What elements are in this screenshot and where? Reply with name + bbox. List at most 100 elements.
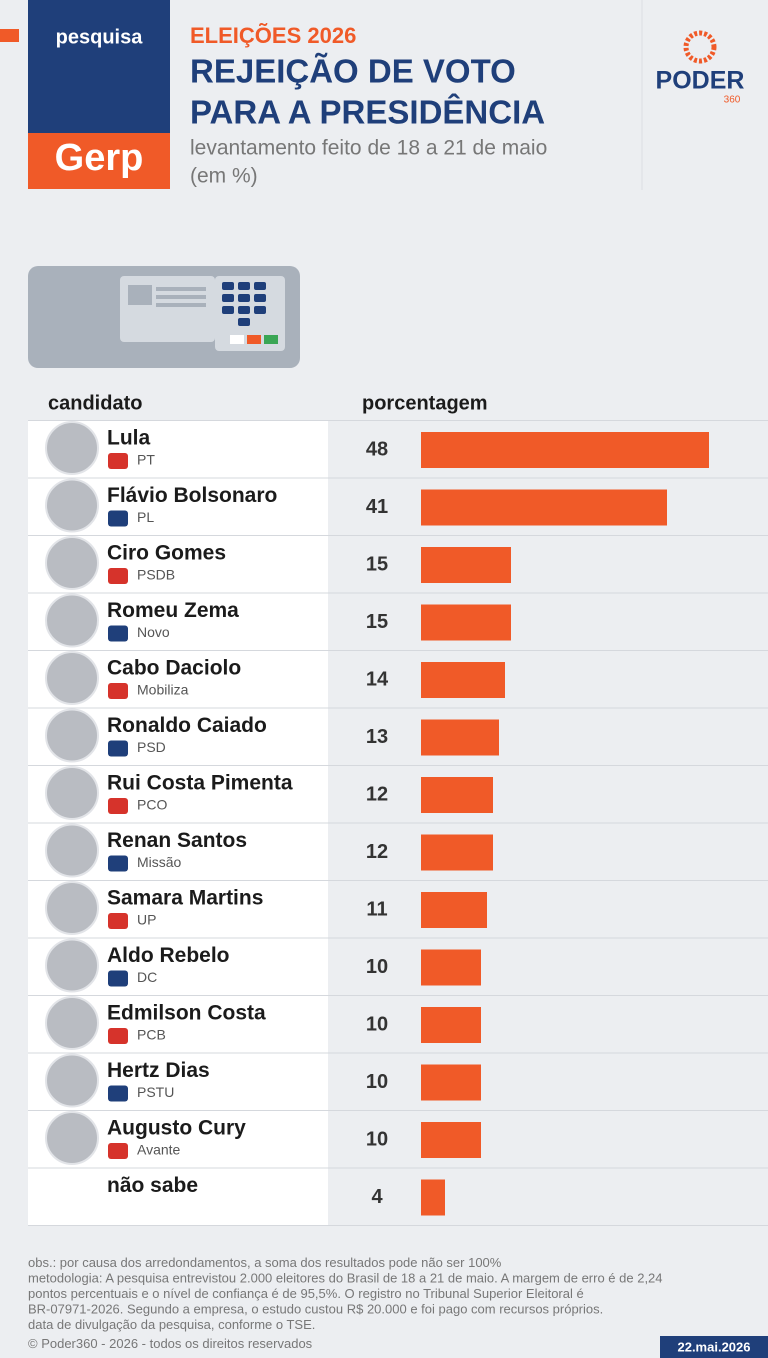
candidate-name: Cabo Daciolo: [107, 657, 241, 680]
accent: [0, 29, 19, 42]
note-line: data de divulgação da pesquisa, conforme…: [28, 1317, 315, 1332]
tag-box: [28, 0, 170, 133]
avatar: [45, 1111, 99, 1165]
avatar: [45, 823, 99, 878]
candidate-name: Samara Martins: [107, 887, 263, 910]
key-green: [264, 335, 278, 344]
value-label: 10: [366, 1071, 388, 1093]
candidate-name: não sabe: [107, 1174, 198, 1197]
value-label: 10: [366, 956, 388, 978]
value-label: 14: [366, 668, 389, 690]
avatar: [45, 593, 99, 648]
logo-sun: [683, 30, 717, 64]
screen-line: [156, 295, 206, 299]
candidate-name: Renan Santos: [107, 829, 247, 852]
party-icon: [108, 1085, 128, 1102]
value-label: 10: [366, 1013, 388, 1035]
publisher-logo: PODER 360: [656, 30, 745, 106]
bar: [421, 719, 499, 756]
party: PCB: [137, 1027, 166, 1043]
candidate-name: Ronaldo Caiado: [107, 714, 267, 737]
bar: [421, 834, 493, 871]
party-icon: [108, 510, 128, 527]
bar: [421, 662, 505, 698]
title: PARA A PRESIDÊNCIA: [190, 94, 545, 131]
avatar: [45, 1053, 99, 1108]
value-label: 10: [366, 1128, 388, 1150]
value-label: 15: [366, 553, 388, 575]
candidate-name: Edmilson Costa: [107, 1002, 266, 1025]
value-label: 12: [366, 783, 388, 805]
candidate-name: Hertz Dias: [107, 1059, 210, 1082]
bar: [421, 1179, 445, 1216]
keys: [222, 282, 266, 326]
name-cell: [28, 1168, 328, 1225]
party: PT: [137, 452, 155, 468]
value-label: 13: [366, 726, 388, 748]
bar: [421, 1122, 481, 1158]
subtitle: (em %): [190, 165, 258, 188]
candidate-name: Rui Costa Pimenta: [107, 772, 293, 795]
bar: [421, 892, 487, 928]
party: PSDB: [137, 567, 175, 583]
avatar: [45, 536, 99, 590]
candidate-name: Augusto Cury: [107, 1117, 246, 1140]
party-icon: [108, 798, 128, 814]
note-line: BR-07971-2026. Segundo a empresa, o estu…: [28, 1302, 603, 1317]
pollster-box: [28, 133, 170, 189]
screen-photo: [128, 285, 152, 305]
publisher: PODER: [656, 67, 745, 95]
ballot-box: [28, 266, 300, 368]
screen-line: [156, 287, 206, 291]
tag: pesquisa: [56, 26, 144, 48]
avatar: [45, 938, 99, 993]
party-icon: [108, 683, 128, 699]
value-label: 48: [366, 438, 388, 460]
party-icon: [108, 1143, 128, 1159]
avatar: [45, 766, 99, 820]
party-icon: [108, 568, 128, 584]
candidate-name: Romeu Zema: [107, 599, 239, 622]
candidate-name: Lula: [107, 427, 150, 450]
bar: [421, 547, 511, 583]
notes: obs.: por causa dos arredondamentos, a s…: [28, 1255, 663, 1332]
party: PCO: [137, 797, 167, 813]
note-line: metodologia: A pesquisa entrevistou 2.00…: [28, 1271, 663, 1286]
publisher-sub: 360: [724, 95, 741, 106]
note-line: pontos percentuais e o nível de confianç…: [28, 1286, 584, 1301]
screen-line: [156, 303, 206, 307]
pollster: Gerp: [55, 137, 144, 179]
bar: [421, 949, 481, 986]
value-label: 11: [366, 898, 387, 920]
avatar: [45, 478, 99, 533]
date: 22.mai.2026: [677, 1339, 750, 1354]
value-label: 41: [366, 496, 388, 518]
party: PL: [137, 509, 154, 525]
party: Avante: [137, 1142, 181, 1158]
party: DC: [137, 969, 157, 985]
value-label: 15: [366, 611, 388, 633]
bar: [421, 1007, 481, 1043]
kicker: ELEIÇÕES 2026: [190, 23, 356, 48]
party-icon: [108, 453, 128, 469]
rows: PT Lula 48 PL Flávio Bolsonaro 41 PSDB Ciro Gom…: [28, 421, 768, 1226]
bar: [421, 604, 511, 641]
bar: [421, 432, 709, 468]
party: Missão: [137, 854, 182, 870]
avatar: [45, 651, 99, 705]
value-label: 12: [366, 841, 388, 863]
party: UP: [137, 912, 156, 928]
candidate-name: Flávio Bolsonaro: [107, 484, 277, 507]
party-icon: [108, 970, 128, 987]
party-icon: [108, 1028, 128, 1044]
column-header: porcentagem: [362, 392, 488, 414]
avatar: [45, 708, 99, 763]
bar: [421, 1064, 481, 1101]
party: PSTU: [137, 1084, 174, 1100]
value-label: 4: [371, 1186, 383, 1208]
bar: [421, 489, 667, 526]
candidate-name: Aldo Rebelo: [107, 944, 230, 967]
party-icon: [108, 913, 128, 929]
candidate-name: Ciro Gomes: [107, 542, 226, 565]
